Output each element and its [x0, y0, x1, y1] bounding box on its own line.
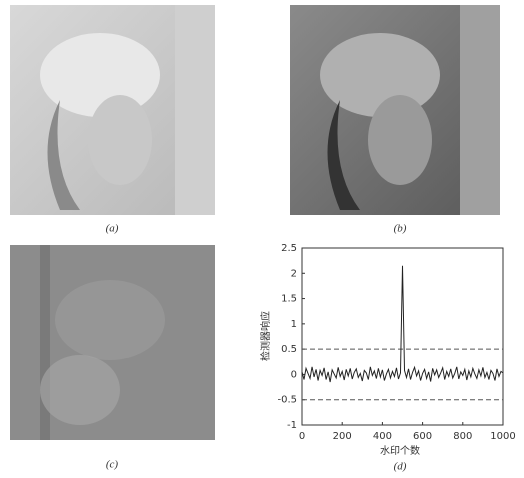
y-tick-label: 0 [291, 369, 297, 380]
data-line [301, 265, 504, 383]
y-tick-label: 0.5 [281, 344, 297, 355]
y-tick-label: 1.5 [281, 294, 297, 305]
caption: (b) [394, 223, 407, 235]
y-tick-label: -0.5 [277, 395, 297, 406]
y-axis-label: 检测器响应 [259, 311, 272, 361]
x-tick-label: 400 [373, 431, 392, 442]
x-tick-label: 200 [333, 431, 352, 442]
x-tick-label: 0 [299, 431, 305, 442]
axes-frame [301, 247, 504, 426]
x-tick-label: 600 [413, 431, 432, 442]
caption: (a) [106, 223, 119, 235]
image-c [10, 245, 215, 440]
caption: (c) [106, 459, 119, 471]
image-a [10, 5, 215, 215]
y-tick-label: 2 [291, 268, 297, 279]
x-axis-label: 水印个数 [380, 444, 420, 457]
y-tick-label: 2.5 [281, 243, 297, 254]
y-tick-label: 1 [291, 319, 297, 330]
y-tick-label: -1 [287, 420, 297, 431]
image-b [290, 5, 500, 215]
x-tick-label: 800 [453, 431, 472, 442]
caption: (d) [394, 461, 407, 473]
x-tick-label: 1000 [490, 431, 515, 442]
